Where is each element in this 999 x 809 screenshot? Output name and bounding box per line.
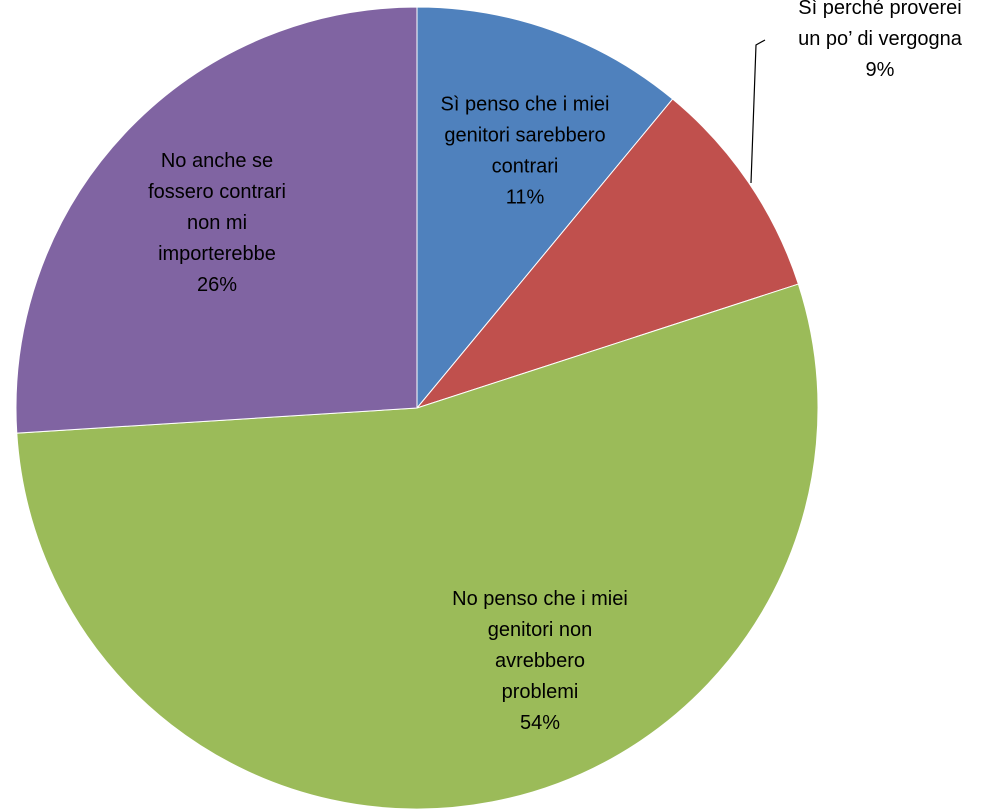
slice-label-line: contrari bbox=[492, 156, 559, 178]
slice-label-line: fossero contrari bbox=[148, 181, 286, 203]
slice-label-line: Sì perché proverei bbox=[798, 0, 961, 19]
slice-percent-label: 26% bbox=[197, 274, 237, 296]
slice-label-line: importerebbe bbox=[158, 243, 276, 265]
slice-label-line: genitori non bbox=[488, 619, 593, 641]
slice-label-line: avrebbero bbox=[495, 650, 585, 672]
slice-label-line: un po’ di vergogna bbox=[798, 28, 963, 50]
slice-labels: Sì penso che i miei genitori sarebbero con… bbox=[148, 0, 963, 734]
pie-slice-2 bbox=[415, 98, 800, 410]
slice-label-line: No penso che i miei bbox=[452, 588, 628, 610]
slice-label-3: No penso che i miei genitori non avrebbero… bbox=[452, 588, 628, 734]
slice-percent-label: 9% bbox=[866, 59, 895, 81]
pie-slice-1 bbox=[416, 6, 674, 410]
slice-label-line: Sì penso che i miei bbox=[441, 94, 610, 116]
pie-slices bbox=[15, 6, 819, 809]
leader-lines bbox=[750, 39, 766, 184]
slice-label-line: problemi bbox=[502, 681, 579, 703]
slice-label-1: Sì penso che i miei genitori sarebbero con… bbox=[441, 94, 610, 209]
slice-label-line: non mi bbox=[187, 212, 247, 234]
slice-label-line: No anche se bbox=[161, 150, 273, 172]
slice-label-line: genitori sarebbero bbox=[444, 125, 605, 147]
slice-percent-label: 54% bbox=[520, 712, 560, 734]
leader-line-2 bbox=[750, 39, 766, 184]
pie-slice-4 bbox=[15, 6, 418, 434]
slice-label-4: No anche se fossero contrari non mi importe… bbox=[148, 150, 286, 296]
pie-slice-3 bbox=[16, 283, 819, 809]
slice-label-2: Sì perché proverei un po’ di vergogna 9% bbox=[798, 0, 963, 81]
slice-percent-label: 11% bbox=[506, 187, 545, 209]
